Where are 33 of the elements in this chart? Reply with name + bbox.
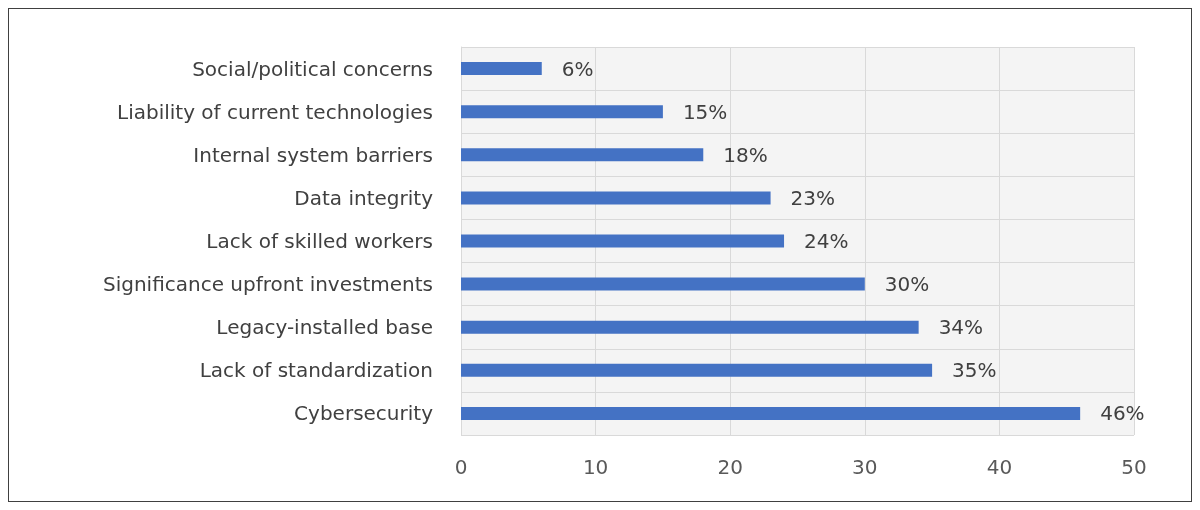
bar [461, 62, 542, 76]
data-label: 18% [723, 142, 768, 167]
data-label: 23% [790, 185, 836, 210]
x-tick-label: 20 [717, 455, 743, 479]
data-label: 34% [938, 315, 984, 340]
bar [461, 363, 933, 377]
bar [461, 191, 771, 205]
y-tick-label: Social/political concerns [192, 56, 433, 81]
data-label: 15% [682, 99, 728, 124]
data-label: 6% [561, 56, 594, 81]
bar [461, 320, 919, 334]
y-tick-label: Cybersecurity [294, 401, 434, 426]
bar [461, 234, 785, 248]
bar [461, 406, 1081, 420]
x-tick-label: 40 [986, 455, 1013, 479]
bar [461, 277, 865, 291]
y-tick-label: Lack of skilled workers [206, 229, 433, 253]
x-tick-label: 0 [454, 455, 468, 479]
y-tick-label: Data integrity [294, 185, 434, 210]
data-label: 35% [952, 358, 997, 383]
y-tick-label: Legacy-installed base [216, 315, 433, 340]
data-label: 24% [804, 229, 849, 253]
data-label: 30% [884, 272, 930, 297]
x-tick-label: 50 [1121, 455, 1147, 479]
y-tick-label: Internal system barriers [193, 142, 433, 167]
bar [461, 105, 663, 119]
y-tick-label: Significance upfront investments [102, 272, 433, 297]
y-tick-label: Lack of standardization [199, 358, 433, 383]
bar [461, 148, 704, 162]
x-tick-label: 30 [852, 455, 878, 479]
data-label: 46% [1100, 401, 1145, 426]
y-tick-label: Liability of current technologies [117, 99, 433, 124]
x-tick-label: 10 [582, 455, 609, 479]
